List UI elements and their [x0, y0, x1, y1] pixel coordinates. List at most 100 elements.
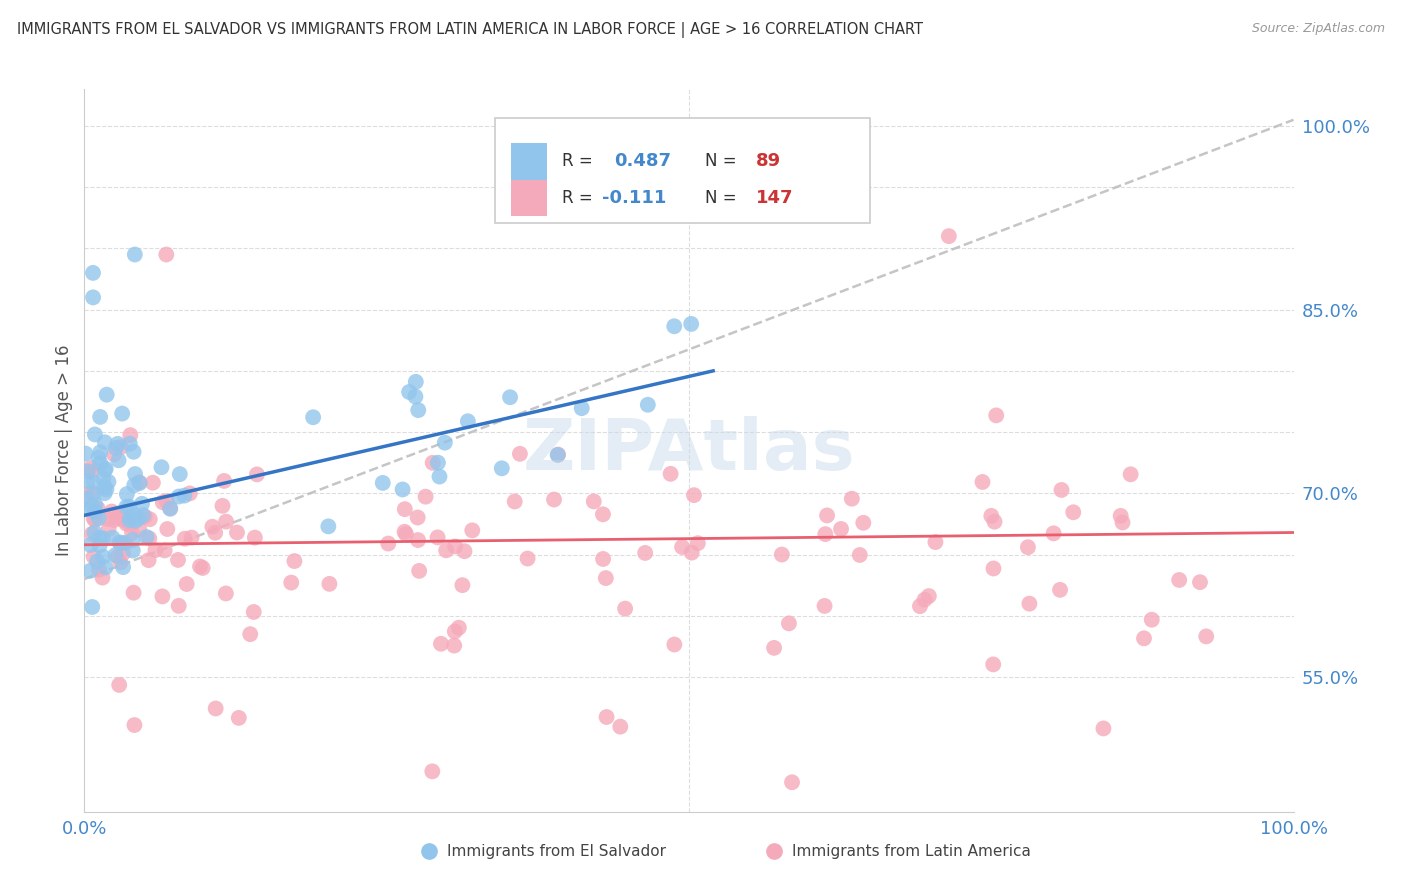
Point: [180, 531, 202, 545]
Point: [226, 525, 249, 540]
Point: [429, 469, 451, 483]
Point: [145, 543, 167, 558]
Point: [780, 775, 803, 789]
Point: [444, 540, 467, 554]
Point: [169, 467, 191, 482]
Point: [451, 578, 474, 592]
Point: [75, 446, 97, 460]
Point: [426, 530, 449, 544]
Point: [406, 533, 429, 547]
Point: [150, 460, 173, 475]
Point: [770, 548, 793, 562]
Point: [107, 453, 129, 467]
Point: [592, 552, 614, 566]
Point: [398, 384, 420, 399]
Point: [430, 637, 453, 651]
Point: [94, 560, 117, 574]
Point: [110, 555, 132, 569]
Point: [849, 548, 872, 562]
Point: [76, 491, 98, 506]
Point: [76, 487, 98, 501]
Text: 147: 147: [755, 188, 793, 207]
Text: R =: R =: [562, 153, 598, 170]
Point: [82, 599, 104, 614]
Point: [139, 512, 162, 526]
Point: [582, 494, 605, 508]
Point: [243, 531, 266, 545]
Point: [138, 532, 160, 546]
Point: [246, 467, 269, 482]
Point: [405, 375, 427, 389]
Point: [155, 494, 177, 508]
Point: [128, 511, 150, 525]
Point: [228, 711, 250, 725]
Point: [986, 409, 1008, 423]
Point: [395, 527, 418, 541]
Point: [108, 537, 131, 551]
Point: [983, 561, 1005, 575]
Point: [91, 571, 114, 585]
Point: [121, 525, 143, 540]
Point: [404, 390, 426, 404]
Point: [318, 519, 340, 533]
Point: [211, 499, 233, 513]
Point: [302, 410, 325, 425]
Point: [91, 531, 114, 545]
Point: [212, 474, 235, 488]
Point: [204, 701, 226, 715]
Point: [980, 508, 1002, 523]
Point: [108, 678, 131, 692]
Point: [280, 575, 302, 590]
Point: [118, 517, 141, 532]
Point: [215, 586, 238, 600]
Point: [637, 398, 659, 412]
Point: [420, 764, 443, 779]
Point: [1168, 573, 1191, 587]
Point: [443, 639, 465, 653]
Point: [457, 414, 479, 428]
Point: [242, 605, 264, 619]
Point: [91, 549, 114, 564]
Point: [111, 509, 134, 524]
Point: [609, 720, 631, 734]
Point: [595, 571, 617, 585]
Point: [124, 247, 146, 261]
Point: [121, 543, 143, 558]
Point: [89, 538, 111, 552]
Point: [115, 487, 138, 501]
Point: [1017, 540, 1039, 554]
Point: [124, 508, 146, 523]
Point: [83, 427, 105, 442]
Point: [914, 592, 936, 607]
Point: [104, 548, 127, 562]
Point: [150, 590, 173, 604]
Point: [118, 500, 141, 514]
Point: [215, 515, 238, 529]
Point: [1092, 722, 1115, 736]
Point: [93, 480, 115, 494]
Point: [89, 445, 111, 459]
Point: [283, 554, 305, 568]
Point: [128, 475, 150, 490]
Point: [394, 524, 416, 539]
Point: [318, 577, 340, 591]
Point: [1133, 632, 1156, 646]
Point: [686, 536, 709, 550]
Point: [107, 549, 129, 564]
Point: [426, 456, 449, 470]
Point: [155, 247, 177, 261]
Point: [1140, 613, 1163, 627]
Point: [159, 501, 181, 516]
Point: [1119, 467, 1142, 482]
Point: [394, 502, 416, 516]
Point: [595, 710, 617, 724]
Point: [447, 621, 470, 635]
Point: [122, 585, 145, 599]
Point: [918, 589, 941, 603]
Point: [83, 475, 105, 490]
Point: [87, 511, 110, 525]
Point: [96, 387, 118, 401]
Point: [138, 553, 160, 567]
Point: [191, 561, 214, 575]
Point: [82, 266, 104, 280]
